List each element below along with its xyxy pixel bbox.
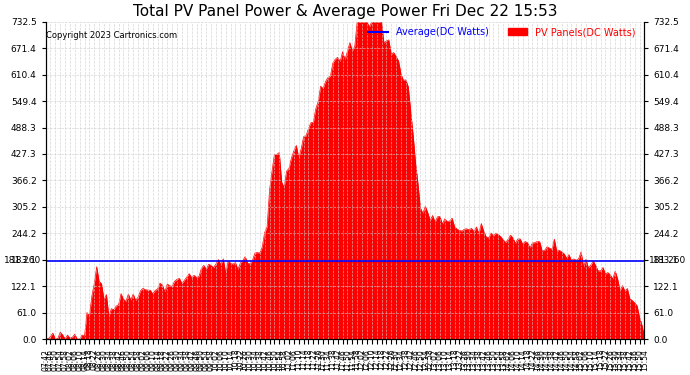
Text: Copyright 2023 Cartronics.com: Copyright 2023 Cartronics.com (46, 31, 177, 40)
Text: 181.260: 181.260 (4, 256, 41, 265)
Title: Total PV Panel Power & Average Power Fri Dec 22 15:53: Total PV Panel Power & Average Power Fri… (132, 4, 558, 19)
Legend: Average(DC Watts), PV Panels(DC Watts): Average(DC Watts), PV Panels(DC Watts) (364, 23, 640, 41)
Text: 181.260: 181.260 (649, 256, 686, 265)
